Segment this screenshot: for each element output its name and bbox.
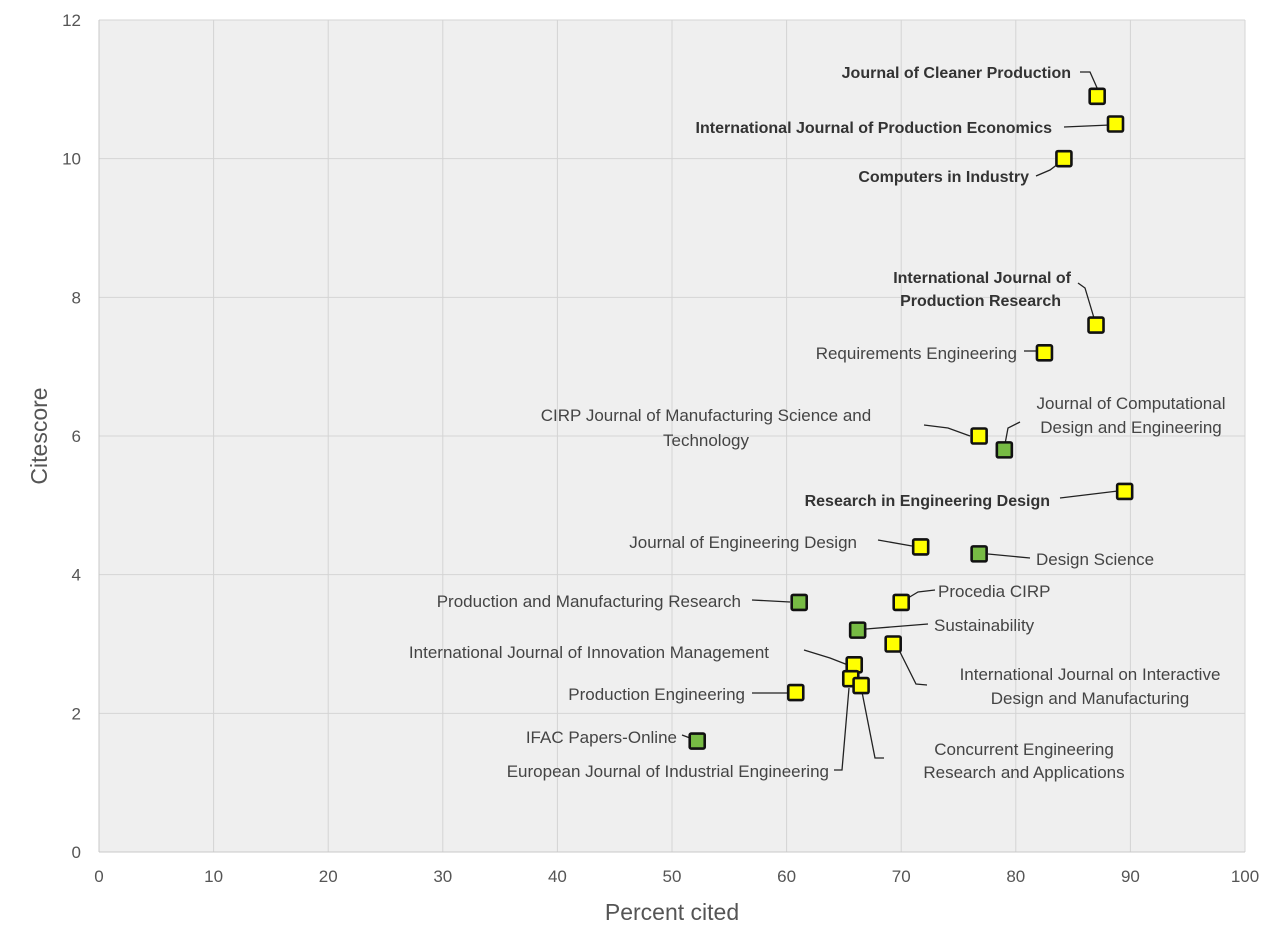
data-point-label: IFAC Papers-Online: [526, 728, 677, 747]
data-point-label: International Journal on Interactive Desi…: [960, 665, 1221, 708]
y-tick-label: 4: [72, 566, 81, 585]
y-tick-label: 2: [72, 704, 81, 723]
gridlines: [98, 19, 1246, 853]
data-points: [688, 87, 1134, 750]
data-point-label: Procedia CIRP: [938, 582, 1050, 601]
y-tick-label: 12: [62, 11, 81, 30]
x-tick-label: 50: [663, 867, 682, 886]
data-point-label: Design Science: [1036, 550, 1154, 569]
data-point-label: International Journal of Production Econ…: [696, 120, 1053, 137]
y-tick-label: 6: [72, 427, 81, 446]
label-leader-lines: [681, 71, 1119, 771]
data-point-marker: [970, 545, 988, 563]
x-tick-label: 100: [1231, 867, 1259, 886]
y-axis-ticks: 0 2 4 6 8 10 12: [62, 11, 81, 862]
leader-line: [751, 599, 791, 603]
data-point-marker: [970, 427, 988, 445]
leader-line: [1080, 71, 1099, 91]
data-point-marker: [848, 621, 867, 639]
data-point-label: Sustainability: [934, 616, 1035, 635]
data-point-label: Production Engineering: [568, 685, 745, 704]
data-point-marker: [688, 732, 707, 750]
x-tick-label: 30: [433, 867, 452, 886]
data-point-marker: [1055, 149, 1073, 168]
x-axis-ticks: 0 10 20 30 40 50 60 70 80 90 100: [94, 867, 1259, 886]
leader-line: [861, 691, 884, 759]
leader-line: [877, 539, 913, 547]
leader-line: [1063, 124, 1111, 128]
data-point-marker: [1087, 316, 1105, 334]
leader-line: [1059, 490, 1119, 499]
x-axis-title: Percent cited: [605, 899, 739, 925]
data-point-label: Journal of Cleaner Production: [842, 65, 1071, 82]
leader-line: [1035, 163, 1059, 177]
data-point-marker: [1115, 482, 1134, 501]
data-point-label: European Journal of Industrial Engineeri…: [507, 762, 829, 781]
x-tick-label: 70: [892, 867, 911, 886]
y-tick-label: 8: [72, 288, 81, 307]
leader-line: [907, 589, 936, 599]
data-point-marker: [1035, 343, 1054, 362]
data-point-marker: [790, 593, 809, 612]
data-point-label: Production and Manufacturing Research: [437, 592, 741, 611]
data-point-marker: [884, 635, 902, 653]
data-point-marker: [852, 676, 870, 695]
data-point-marker: [892, 593, 911, 612]
y-tick-label: 10: [62, 150, 81, 169]
data-point-label: CIRP Journal of Manufacturing Science an…: [541, 406, 871, 450]
leader-line: [898, 649, 928, 686]
leader-line: [987, 553, 1031, 559]
point-labels: Journal of Cleaner Production Internation…: [409, 65, 1226, 782]
leader-line: [803, 649, 849, 666]
data-point-label: Computers in Industry: [858, 169, 1029, 186]
data-point-label: International Journal of Production Resea…: [893, 270, 1071, 310]
leader-line: [865, 623, 929, 630]
x-tick-label: 20: [319, 867, 338, 886]
leader-line: [834, 687, 850, 771]
data-point-label: Concurrent Engineering Research and Appli…: [923, 740, 1124, 782]
leader-line: [1077, 282, 1095, 319]
data-point-label: Journal of Engineering Design: [629, 533, 857, 552]
data-point-label: Journal of Computational Design and Engin…: [1036, 394, 1225, 437]
x-tick-label: 80: [1006, 867, 1025, 886]
data-point-marker: [1088, 87, 1106, 106]
data-point-label: International Journal of Innovation Mana…: [409, 643, 769, 662]
data-point-label: Research in Engineering Design: [805, 493, 1050, 510]
data-point-marker: [786, 683, 805, 702]
y-tick-label: 0: [72, 843, 81, 862]
x-tick-label: 90: [1121, 867, 1140, 886]
leader-line: [923, 424, 971, 437]
data-point-marker: [911, 538, 930, 556]
x-tick-label: 10: [204, 867, 223, 886]
x-tick-label: 0: [94, 867, 103, 886]
leader-line: [1004, 421, 1021, 445]
y-axis-title: Citescore: [26, 387, 52, 484]
data-point-marker: [995, 441, 1014, 459]
data-point-marker: [1106, 115, 1125, 133]
x-tick-label: 60: [777, 867, 796, 886]
x-tick-label: 40: [548, 867, 567, 886]
data-point-label: Requirements Engineering: [816, 344, 1017, 363]
